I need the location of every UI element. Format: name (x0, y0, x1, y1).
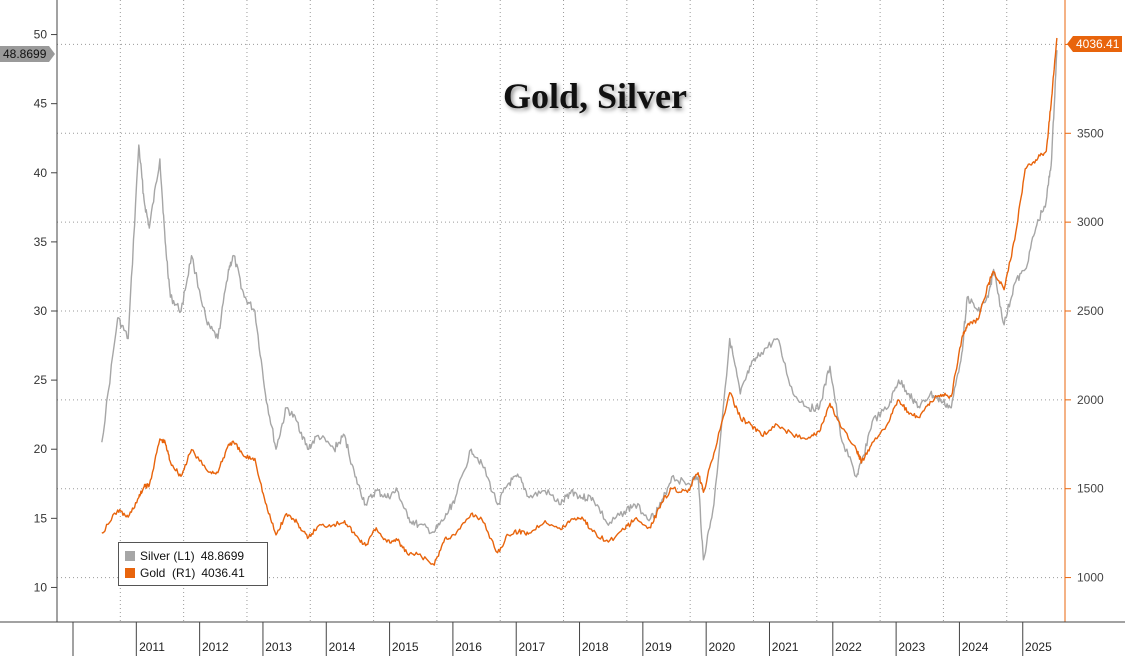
y-left-tick-label: 30 (34, 304, 48, 318)
legend-gold-value: 4036.41 (201, 565, 245, 580)
y-axis-left-ticks: 10 15 20 25 30 35 40 45 50 (34, 28, 57, 594)
y-left-tick-label: 45 (34, 97, 48, 111)
x-tick-label: 2021 (772, 640, 799, 654)
x-tick-label: 2017 (519, 640, 546, 654)
x-tick-label: 2015 (392, 640, 419, 654)
chart-title: Gold, Silver (503, 76, 687, 116)
gold-last-value-label: 4036.41 (1066, 36, 1123, 52)
y-right-tick-label: 3000 (1077, 215, 1104, 229)
x-tick-label: 2024 (962, 640, 989, 654)
y-right-tick-label: 2500 (1077, 304, 1104, 318)
silver-series-line (101, 50, 1058, 561)
x-tick-label: 2019 (645, 640, 672, 654)
x-tick-label: 2022 (835, 640, 862, 654)
y-left-tick-label: 35 (34, 235, 48, 249)
x-tick-label: 2011 (139, 640, 165, 654)
legend-item-silver: Silver (L1) 48.8699 (125, 547, 261, 564)
y-right-tick-label: 1000 (1077, 571, 1104, 585)
x-tick-label: 2013 (265, 640, 292, 654)
legend-silver-label: Silver (L1) (140, 548, 195, 563)
y-left-tick-label: 20 (34, 442, 48, 456)
x-tick-label: 2018 (582, 640, 609, 654)
y-left-tick-label: 50 (34, 28, 48, 42)
x-axis-ticks: 2011 2012 2013 2014 2015 2016 2017 2018 2019 2020… (72, 622, 1052, 656)
x-tick-label: 2023 (898, 640, 925, 654)
gold-swatch-icon (125, 567, 135, 578)
y-left-tick-label: 25 (34, 373, 48, 387)
legend-gold-label: Gold (R1) (140, 565, 196, 580)
legend-silver-value: 48.8699 (200, 548, 245, 563)
grid-lines (57, 0, 1065, 622)
chart-legend: Silver (L1) 48.8699 Gold (R1) 4036.41 (118, 542, 268, 586)
silver-last-value-label: 48.8699 (0, 46, 56, 62)
gold-series-line (101, 37, 1058, 566)
x-tick-label: 2016 (455, 640, 482, 654)
x-tick-label: 2012 (202, 640, 229, 654)
y-left-tick-label: 15 (34, 511, 48, 525)
y-right-tick-label: 1500 (1077, 482, 1104, 496)
x-tick-label: 2014 (329, 640, 356, 654)
silver-swatch-icon (125, 550, 135, 561)
x-tick-label: 2020 (708, 640, 735, 654)
y-right-tick-label: 3500 (1077, 126, 1104, 140)
series-lines (101, 37, 1058, 566)
y-left-tick-label: 10 (34, 580, 48, 594)
y-right-tick-label: 2000 (1077, 393, 1104, 407)
legend-item-gold: Gold (R1) 4036.41 (125, 564, 261, 581)
y-axis-right-ticks: 1000150020002500300035004000 (1065, 37, 1104, 585)
x-tick-label: 2025 (1025, 640, 1052, 654)
y-left-tick-label: 40 (34, 166, 48, 180)
